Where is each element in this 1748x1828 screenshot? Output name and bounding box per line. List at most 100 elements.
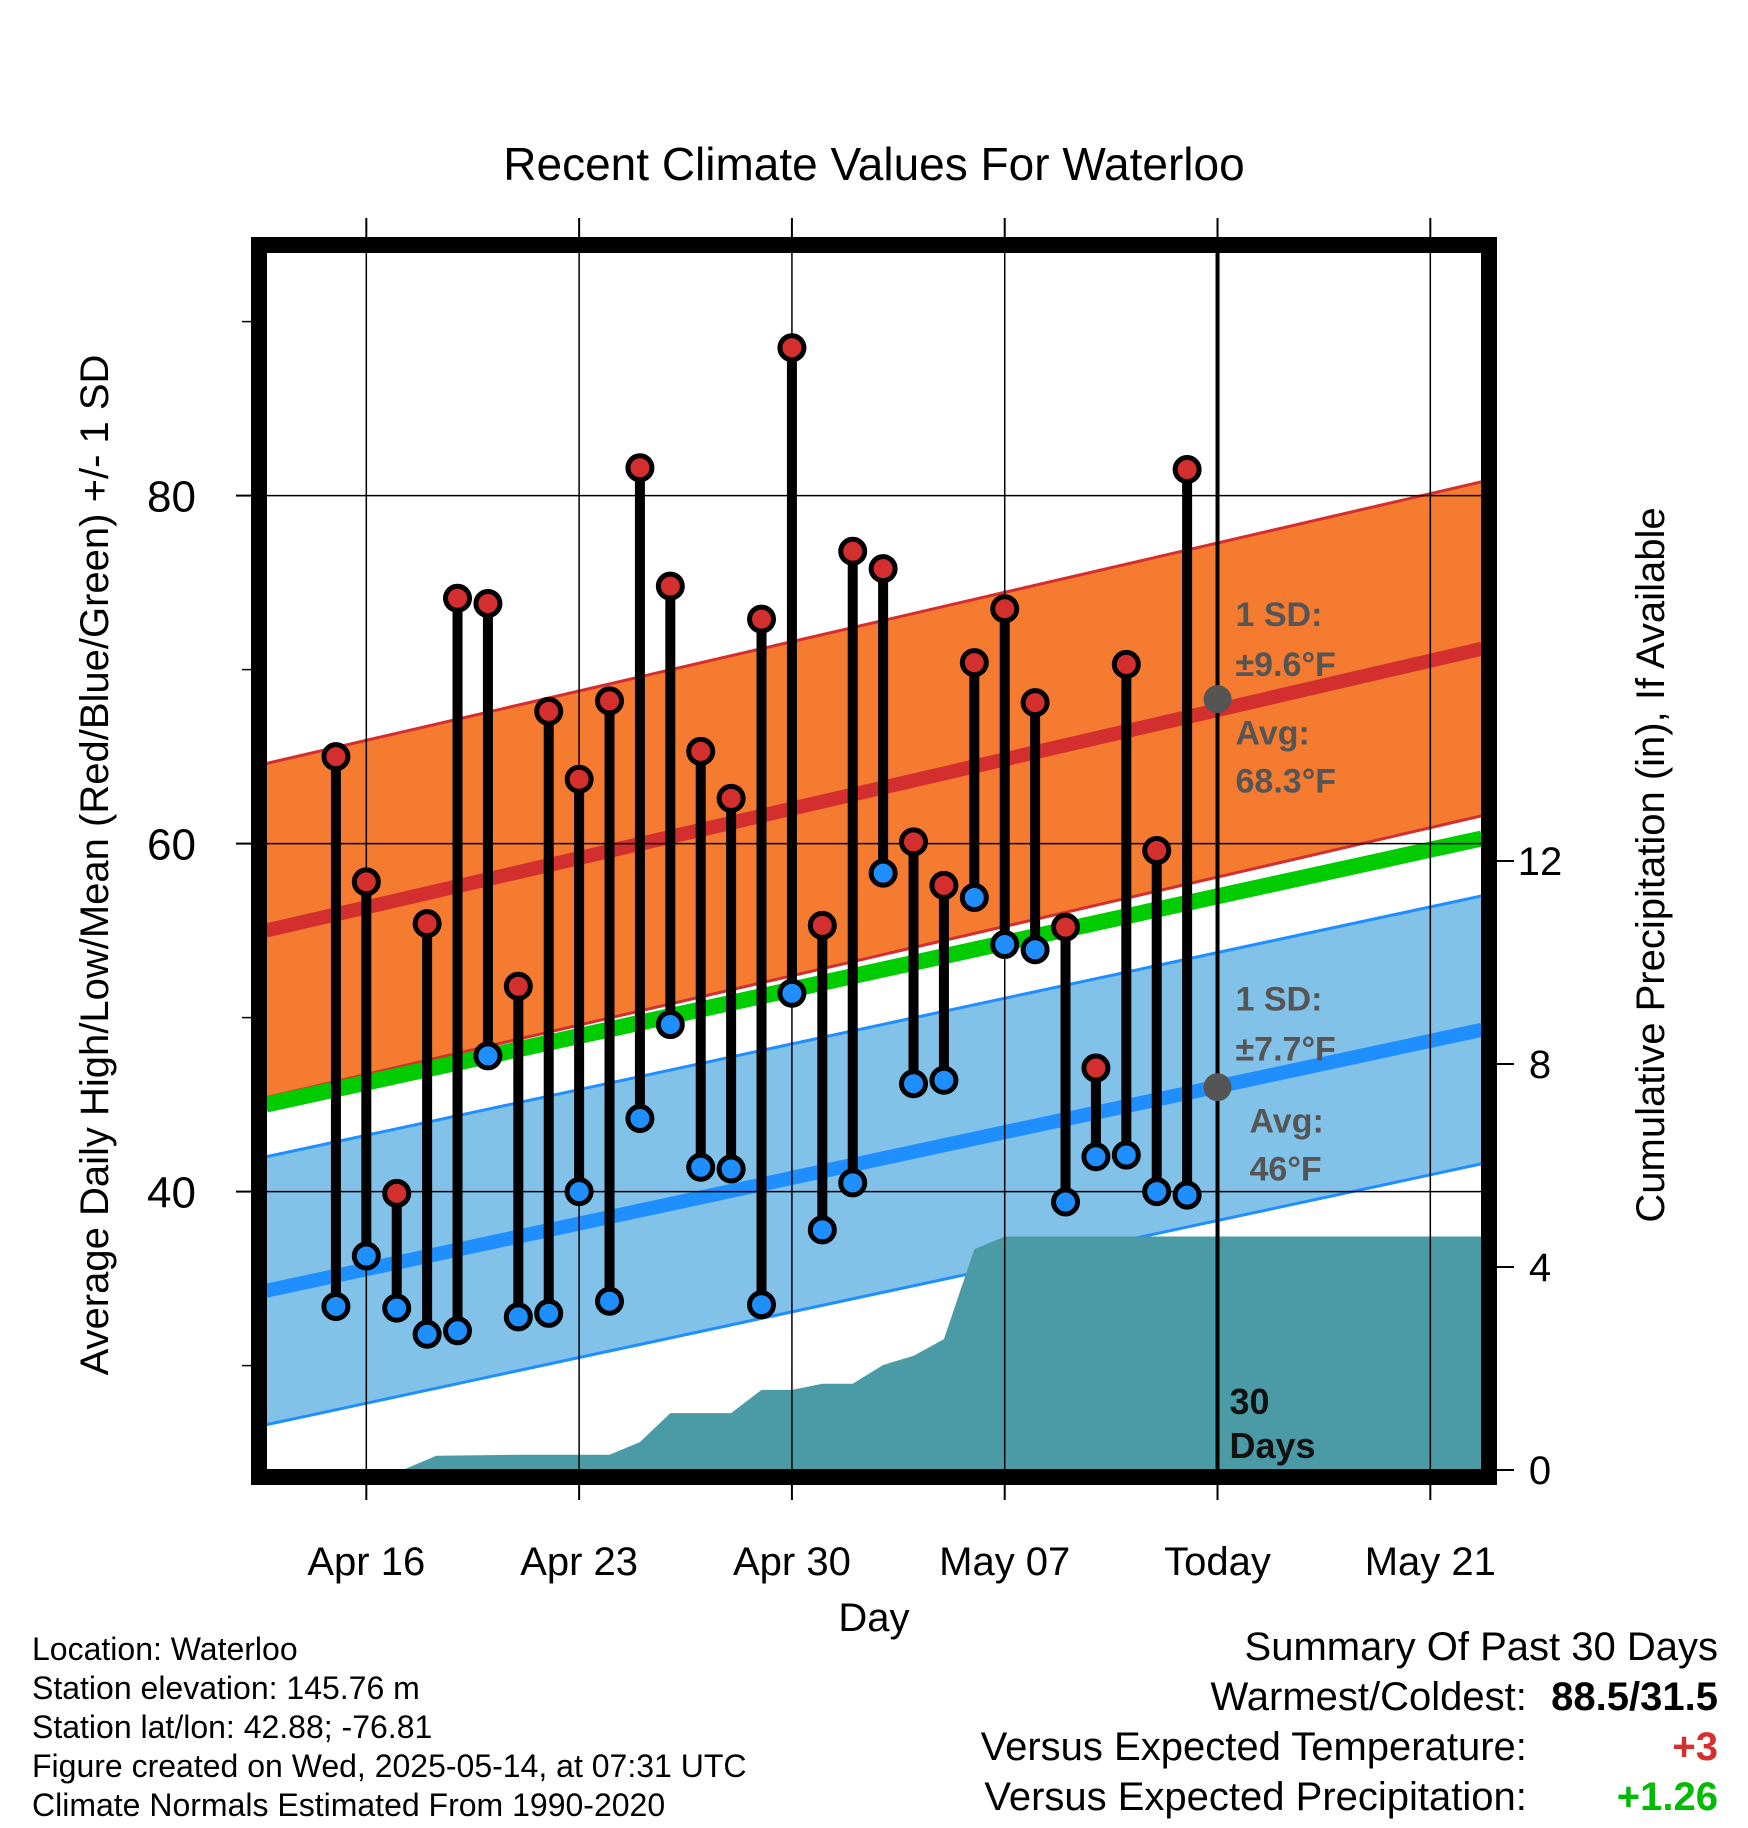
high-temp-dot bbox=[1172, 455, 1202, 484]
y2-tick-label: 4 bbox=[1529, 1246, 1551, 1290]
x-tick-label: Apr 30 bbox=[733, 1540, 851, 1584]
chart-title: Recent Climate Values For Waterloo bbox=[503, 138, 1244, 190]
annotations: 1 SD: ±9.6°F Avg: 68.3°F 1 SD: ±7.7°F Avg: 46°F… bbox=[1203, 596, 1337, 1466]
high-temp-dot bbox=[382, 1178, 412, 1208]
high-temp-dot bbox=[838, 536, 868, 566]
high-sd-label: 1 SD: bbox=[1236, 596, 1323, 634]
x-tick-label: Apr 23 bbox=[520, 1540, 638, 1584]
high-temp-dot bbox=[595, 686, 625, 716]
low-temp-dot bbox=[868, 858, 898, 888]
y-tick-label: 80 bbox=[147, 473, 196, 522]
station-info: Location: Waterloo Station elevation: 14… bbox=[32, 1630, 746, 1825]
y2-tick-label: 12 bbox=[1518, 840, 1563, 884]
high-temp-dot bbox=[777, 333, 807, 363]
high-temp-dot bbox=[747, 604, 777, 634]
low-lower-edge bbox=[266, 1162, 1482, 1427]
daily-value-dots bbox=[321, 333, 1202, 1349]
y2-tick-label: 0 bbox=[1529, 1449, 1551, 1493]
high-temp-dot bbox=[321, 742, 351, 772]
x-tick-label: Today bbox=[1164, 1540, 1271, 1584]
high-temp-dot bbox=[1111, 649, 1141, 679]
low-temp-dot bbox=[655, 1010, 685, 1040]
low-temp-dot bbox=[1111, 1140, 1141, 1170]
low-temp-dot bbox=[412, 1319, 442, 1349]
low-temp-dot bbox=[473, 1041, 503, 1071]
summary-precip: Versus Expected Precipitation: +1.26 bbox=[981, 1772, 1718, 1822]
warm-cold-label: Warmest/Coldest: bbox=[1210, 1675, 1527, 1719]
high-lower-edge bbox=[266, 814, 1482, 1100]
window-label-days: Days bbox=[1230, 1425, 1316, 1466]
low-temp-dot bbox=[990, 930, 1020, 960]
window-label-number: 30 bbox=[1230, 1381, 1270, 1422]
low-temp-dot bbox=[807, 1215, 837, 1245]
temp-value: +3 bbox=[1672, 1725, 1718, 1769]
low-temp-dot bbox=[534, 1298, 564, 1328]
precip-label: Versus Expected Precipitation: bbox=[984, 1775, 1527, 1819]
precip-area bbox=[266, 1236, 1482, 1470]
low-temp-dot bbox=[959, 883, 989, 913]
summary-title: Summary Of Past 30 Days bbox=[1244, 1625, 1718, 1669]
low-average-line bbox=[266, 1022, 1482, 1298]
high-avg-label: Avg: bbox=[1236, 714, 1310, 752]
high-temp-dot bbox=[503, 971, 533, 1001]
low-temp-dot bbox=[899, 1069, 929, 1099]
summary-warm-cold: Warmest/Coldest: 88.5/31.5 bbox=[981, 1672, 1719, 1722]
high-avg-value: 68.3°F bbox=[1236, 763, 1337, 801]
high-avg-marker bbox=[1203, 685, 1232, 714]
high-temp-dot bbox=[534, 696, 564, 726]
low-temp-dot bbox=[716, 1154, 746, 1184]
low-temp-dot bbox=[747, 1290, 777, 1320]
y-tick-label: 40 bbox=[147, 1169, 196, 1218]
low-sd-value: ±7.7°F bbox=[1236, 1031, 1336, 1069]
high-temp-dot bbox=[351, 867, 381, 897]
low-temp-dot bbox=[777, 978, 807, 1008]
high-temp-dot bbox=[625, 453, 655, 483]
elevation-text: Station elevation: 145.76 m bbox=[32, 1670, 420, 1706]
summary-panel: Summary Of Past 30 Days Warmest/Coldest:… bbox=[981, 1622, 1718, 1822]
high-temp-dot bbox=[1051, 912, 1081, 942]
high-temp-dot bbox=[807, 910, 837, 940]
low-temp-dot bbox=[1081, 1142, 1111, 1172]
axes: Apr 16 Apr 23 Apr 30 May 07 Today May 2140608… bbox=[147, 218, 1562, 1584]
low-temp-dot bbox=[1020, 935, 1050, 965]
y-tick-label: 60 bbox=[147, 821, 196, 870]
high-temp-dot bbox=[686, 736, 716, 766]
high-temp-dot bbox=[868, 554, 898, 584]
daily-range-bars bbox=[330, 347, 1193, 1335]
high-temp-dot bbox=[929, 870, 959, 900]
low-temp-dot bbox=[1142, 1177, 1172, 1207]
low-temp-dot bbox=[503, 1302, 533, 1332]
high-temp-dot bbox=[990, 594, 1020, 624]
mean-line bbox=[266, 830, 1482, 1113]
low-temp-dot bbox=[1172, 1180, 1202, 1210]
latlon-text: Station lat/lon: 42.88; -76.81 bbox=[32, 1709, 433, 1745]
high-temp-dot bbox=[1020, 688, 1050, 718]
high-temp-dot bbox=[899, 827, 929, 857]
low-temp-dot bbox=[929, 1065, 959, 1095]
low-temp-dot bbox=[1051, 1187, 1081, 1217]
high-temp-dot bbox=[716, 783, 746, 813]
normal-bands bbox=[266, 480, 1482, 1427]
low-temp-dot bbox=[564, 1177, 594, 1207]
y2-axis-label: Cumulative Precipitation (in), If Availa… bbox=[1629, 507, 1673, 1222]
high-sd-value: ±9.6°F bbox=[1236, 646, 1336, 684]
low-temp-dot bbox=[321, 1291, 351, 1321]
low-sd-label: 1 SD: bbox=[1236, 981, 1323, 1019]
high-temp-dot bbox=[443, 583, 473, 613]
high-average-line bbox=[266, 641, 1482, 938]
high-temp-dot bbox=[564, 764, 594, 794]
low-temp-dot bbox=[351, 1241, 381, 1271]
x-axis-label: Day bbox=[838, 1596, 909, 1640]
x-tick-label: May 07 bbox=[939, 1540, 1070, 1584]
low-avg-label: Avg: bbox=[1250, 1102, 1324, 1140]
x-tick-label: May 21 bbox=[1365, 1540, 1496, 1584]
plot-frame bbox=[251, 237, 1497, 1485]
high-temp-dot bbox=[412, 909, 442, 939]
high-upper-edge bbox=[266, 480, 1482, 766]
y2-tick-label: 8 bbox=[1529, 1043, 1551, 1087]
high-temp-dot bbox=[473, 588, 503, 618]
low-temp-dot bbox=[443, 1316, 473, 1346]
low-upper-edge bbox=[266, 894, 1482, 1159]
created-text: Figure created on Wed, 2025-05-14, at 07… bbox=[32, 1748, 747, 1784]
